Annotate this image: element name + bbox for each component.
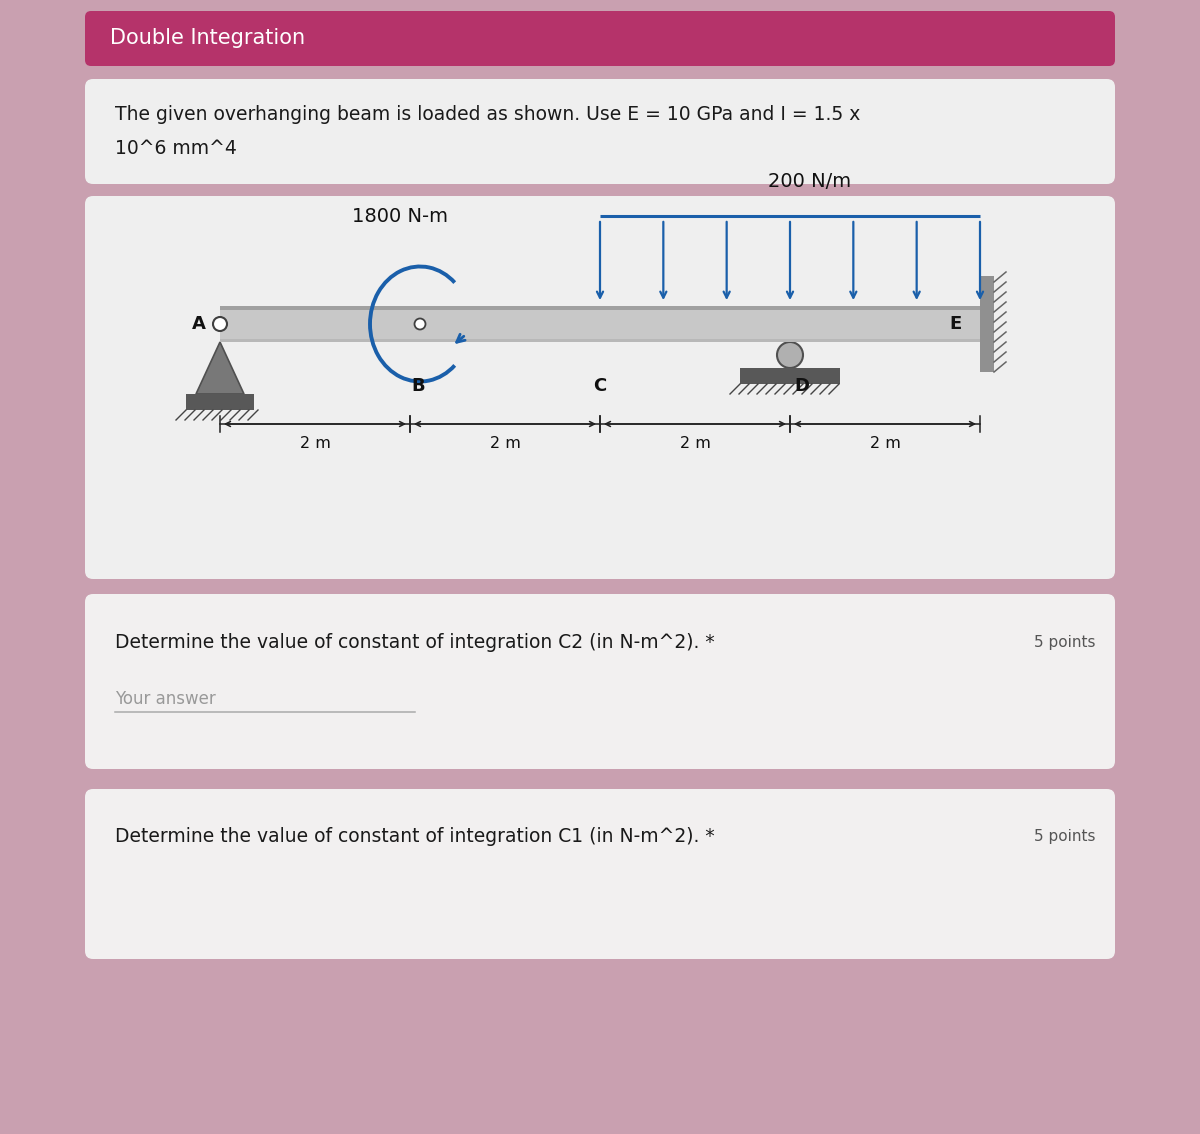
Text: Double Integration: Double Integration	[110, 28, 305, 49]
FancyBboxPatch shape	[85, 79, 1115, 184]
Text: 2 m: 2 m	[870, 435, 900, 451]
Text: 1800 N-m: 1800 N-m	[352, 208, 448, 226]
Text: D: D	[794, 376, 810, 395]
Text: 2 m: 2 m	[679, 435, 710, 451]
Text: 2 m: 2 m	[490, 435, 521, 451]
Text: 5 points: 5 points	[1033, 829, 1096, 845]
Bar	[740, 369, 840, 384]
Text: 2 m: 2 m	[300, 435, 330, 451]
Text: C: C	[593, 376, 607, 395]
Bar	[220, 339, 980, 342]
Text: 5 points: 5 points	[1033, 635, 1096, 650]
Bar	[186, 393, 254, 411]
Text: A: A	[192, 315, 206, 333]
Text: B: B	[412, 376, 425, 395]
FancyBboxPatch shape	[85, 594, 1115, 769]
Polygon shape	[196, 342, 244, 393]
Text: Determine the value of constant of integration C2 (in N-m^2). *: Determine the value of constant of integ…	[115, 633, 715, 652]
Text: Determine the value of constant of integration C1 (in N-m^2). *: Determine the value of constant of integ…	[115, 828, 715, 846]
Text: E: E	[949, 315, 962, 333]
Bar	[980, 276, 994, 372]
Circle shape	[214, 318, 227, 331]
FancyBboxPatch shape	[85, 789, 1115, 959]
Bar	[220, 306, 980, 342]
Bar	[220, 306, 980, 310]
Text: 200 N/m: 200 N/m	[768, 172, 852, 191]
Text: The given overhanging beam is loaded as shown. Use E = 10 GPa and I = 1.5 x: The given overhanging beam is loaded as …	[115, 104, 860, 124]
Circle shape	[414, 319, 426, 330]
Text: 10^6 mm^4: 10^6 mm^4	[115, 139, 236, 159]
Text: Your answer: Your answer	[115, 689, 216, 708]
FancyBboxPatch shape	[85, 11, 1115, 66]
FancyBboxPatch shape	[85, 196, 1115, 579]
Circle shape	[778, 342, 803, 369]
